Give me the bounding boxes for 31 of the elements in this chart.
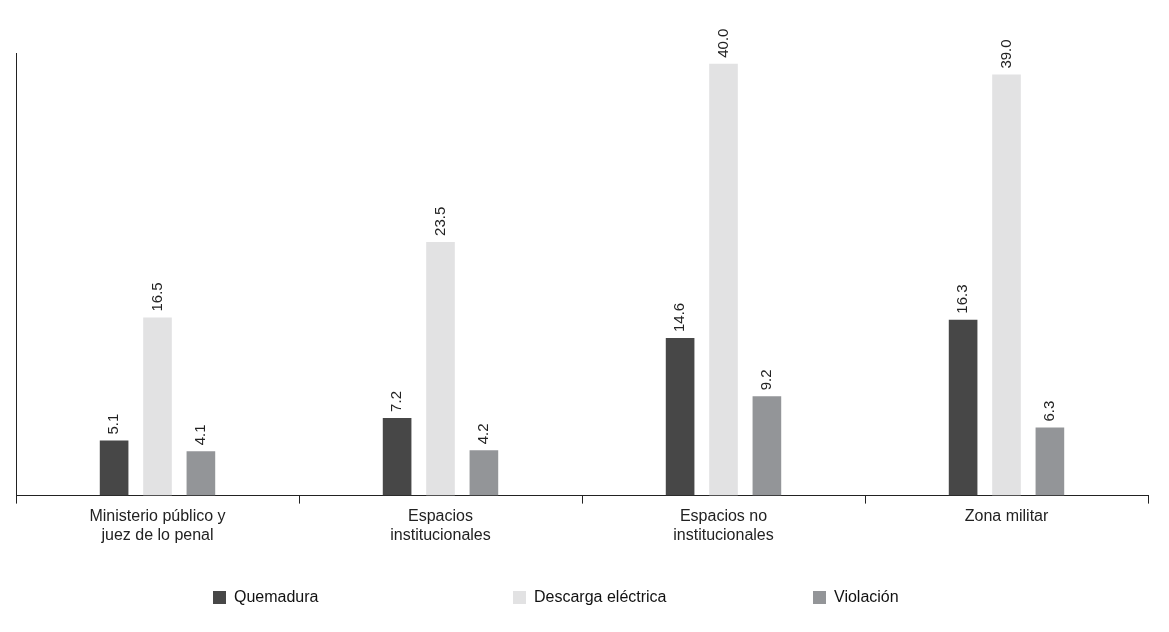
bar <box>665 337 695 496</box>
data-label: 40.0 <box>713 28 731 58</box>
x-tick-label: Espacios no institucionales <box>673 506 774 543</box>
data-label: 14.6 <box>670 302 688 332</box>
legend-label: Violación <box>834 588 899 606</box>
x-tick-label: Espacios institucionales <box>390 506 491 543</box>
data-label: 7.2 <box>387 391 405 412</box>
legend-label: Descarga eléctrica <box>534 588 667 606</box>
legend-label: Quemadura <box>234 588 319 606</box>
bar <box>752 396 782 496</box>
bar <box>186 451 216 496</box>
x-tick-label: Zona militar <box>964 506 1049 524</box>
bar <box>948 319 978 496</box>
bar <box>469 450 499 496</box>
bar <box>143 317 172 496</box>
bar <box>99 440 129 496</box>
bar <box>426 241 455 496</box>
data-label: 16.5 <box>147 282 165 312</box>
data-label: 4.2 <box>474 423 492 445</box>
bar <box>709 63 738 496</box>
bar <box>1035 427 1065 496</box>
x-tick-label: Ministerio público y juez de lo penal <box>89 506 226 543</box>
data-label: 6.3 <box>1040 400 1058 422</box>
data-label: 9.2 <box>757 369 775 391</box>
bar <box>992 74 1021 496</box>
bar <box>382 417 412 496</box>
data-label: 16.3 <box>953 284 971 314</box>
data-label: 39.0 <box>996 39 1014 69</box>
data-label: 4.1 <box>191 424 209 446</box>
data-label: 5.1 <box>104 413 122 435</box>
data-label: 23.5 <box>430 206 448 236</box>
